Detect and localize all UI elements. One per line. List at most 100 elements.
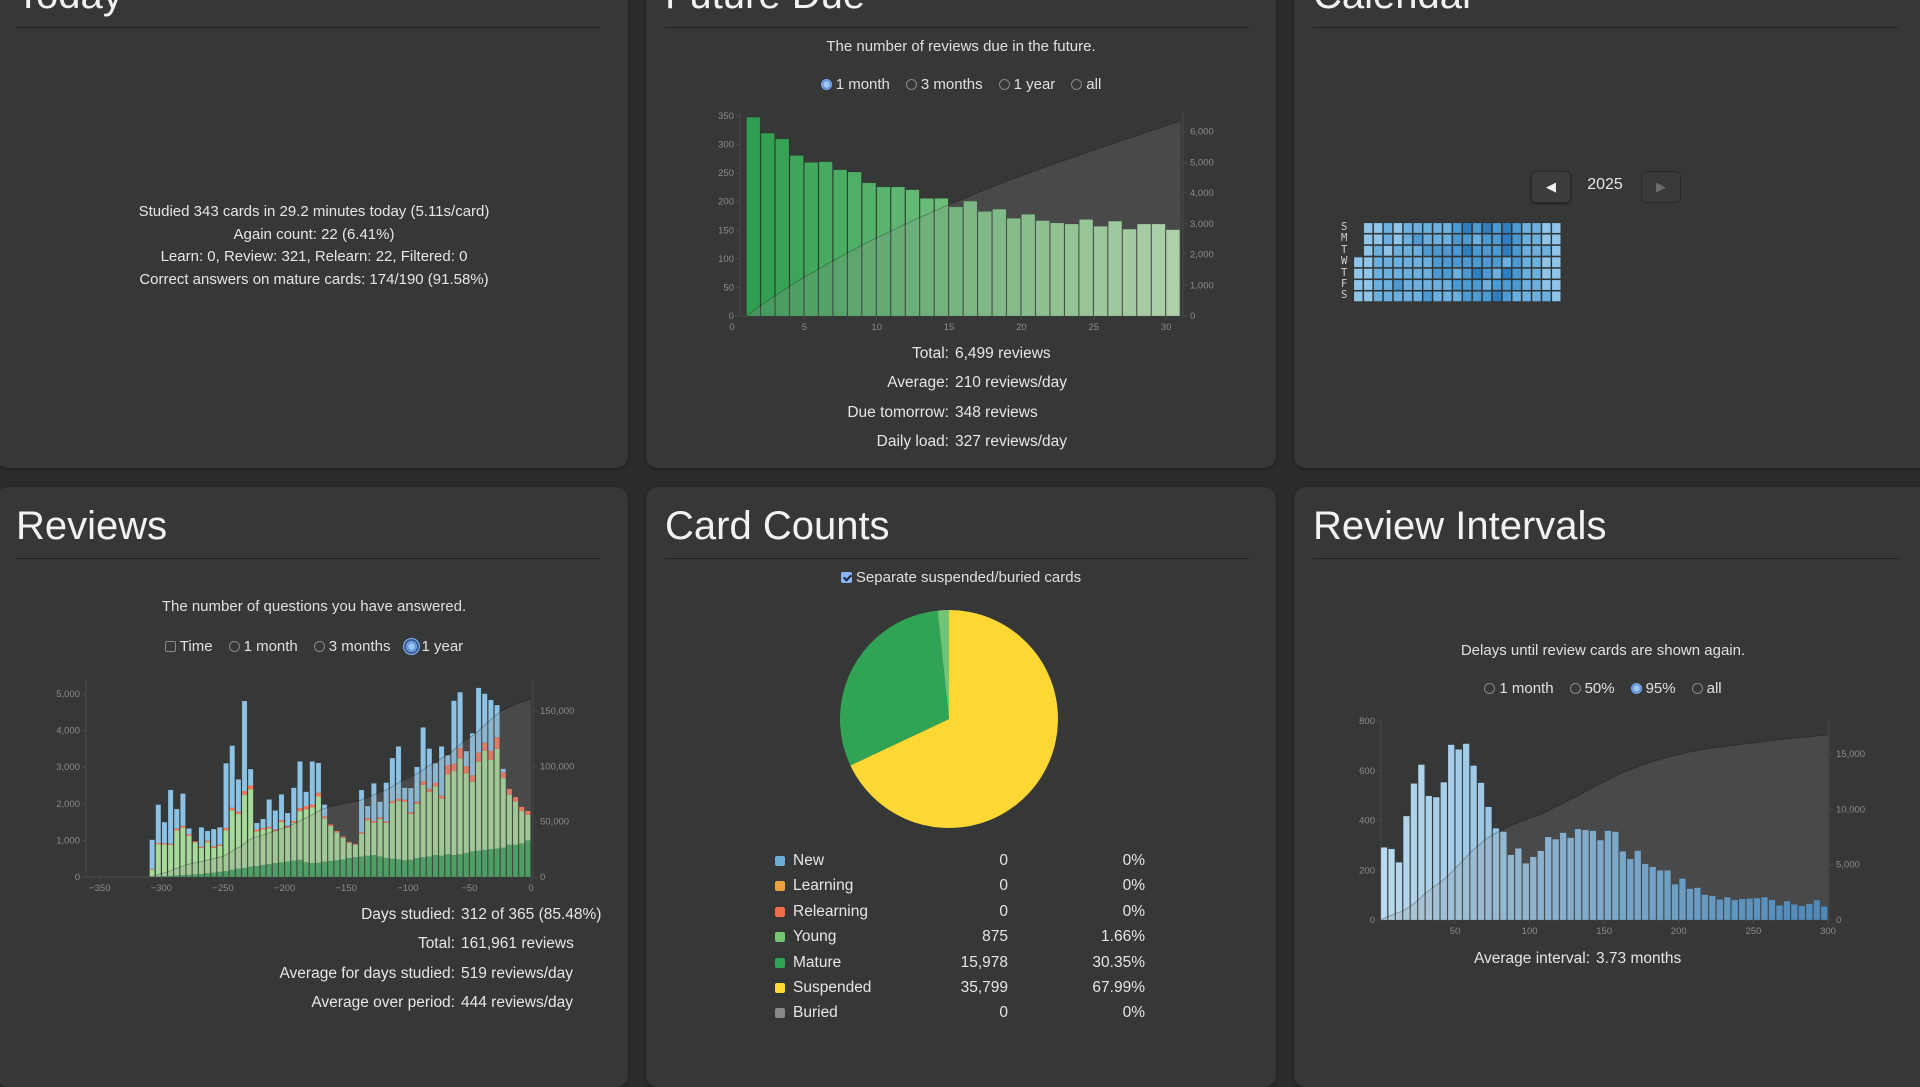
calendar-day-cell bbox=[1552, 269, 1561, 279]
radio-icon[interactable] bbox=[1631, 683, 1642, 694]
radio-all[interactable]: all bbox=[1692, 680, 1722, 697]
card-type-percent: 0% bbox=[1123, 1002, 1145, 1024]
checkbox-label: Time bbox=[180, 638, 213, 655]
bar-segment-learn bbox=[316, 763, 321, 793]
x-tick-label: 100 bbox=[1522, 926, 1538, 937]
bar-segment-learn bbox=[236, 779, 241, 812]
calendar-day-cell bbox=[1552, 280, 1561, 290]
card-type-name: Buried bbox=[793, 1002, 838, 1024]
radio-1-month[interactable]: 1 month bbox=[1484, 680, 1553, 697]
radio-50-percent[interactable]: 50% bbox=[1570, 680, 1615, 697]
card-type-count: 0 bbox=[999, 875, 1008, 897]
bar-segment-young bbox=[162, 844, 167, 876]
today-summary: Studied 343 cards in 29.2 minutes today … bbox=[0, 201, 628, 291]
separate-suspended-option: Separate suspended/buried cards bbox=[646, 569, 1276, 586]
radio-icon[interactable] bbox=[821, 79, 832, 90]
calendar-day-cell bbox=[1473, 257, 1482, 267]
calendar-day-cell bbox=[1532, 246, 1541, 256]
x-tick-label: −350 bbox=[89, 883, 110, 894]
radio-icon[interactable] bbox=[314, 641, 325, 652]
radio-icon[interactable] bbox=[1692, 683, 1703, 694]
calendar-day-cell bbox=[1423, 280, 1432, 290]
y2-tick-label: 1,000 bbox=[1190, 280, 1214, 291]
calendar-day-cell bbox=[1512, 246, 1521, 256]
card-type-count: 15,978 bbox=[961, 952, 1008, 974]
radio-1-month[interactable]: 1 month bbox=[821, 76, 890, 93]
y2-tick-label: 50,000 bbox=[540, 817, 569, 828]
calendar-year: 2025 bbox=[1575, 176, 1635, 194]
calendar-day-cell bbox=[1413, 246, 1422, 256]
radio-3-months[interactable]: 3 months bbox=[906, 76, 983, 93]
calendar-day-cell bbox=[1483, 246, 1492, 256]
radio-icon[interactable] bbox=[1484, 683, 1495, 694]
radio-icon[interactable] bbox=[1071, 79, 1082, 90]
calendar-day-cell bbox=[1453, 291, 1462, 301]
calendar-day-cell bbox=[1483, 234, 1492, 244]
bar-segment-learn bbox=[186, 828, 191, 834]
time-checkbox[interactable]: Time bbox=[165, 638, 213, 655]
next-year-button[interactable]: ▶ bbox=[1641, 171, 1681, 203]
card-type-count: 35,799 bbox=[961, 977, 1008, 999]
divider bbox=[16, 558, 600, 559]
radio-all[interactable]: all bbox=[1071, 76, 1101, 93]
separate-suspended-checkbox[interactable]: Separate suspended/buried cards bbox=[841, 569, 1081, 586]
card-type-percent: 0% bbox=[1123, 901, 1145, 923]
calendar-day-cell bbox=[1503, 269, 1512, 279]
radio-1-year[interactable]: 1 year bbox=[406, 638, 463, 655]
calendar-day-cell bbox=[1503, 246, 1512, 256]
stat-value: 519 reviews/day bbox=[461, 965, 573, 983]
bar-segment-learn bbox=[273, 810, 278, 829]
card-type-name: Mature bbox=[793, 952, 841, 974]
card-counts-panel: Card Counts Separate suspended/buried ca… bbox=[646, 487, 1276, 1087]
x-tick-label: 150 bbox=[1596, 926, 1612, 937]
radio-icon[interactable] bbox=[999, 79, 1010, 90]
calendar-day-cell bbox=[1503, 291, 1512, 301]
bar-segment-relearn bbox=[291, 821, 296, 823]
y2-tick-label: 150,000 bbox=[540, 706, 574, 717]
previous-year-button[interactable]: ◀ bbox=[1531, 171, 1571, 203]
day-label: S bbox=[1341, 290, 1347, 301]
radio-1-month[interactable]: 1 month bbox=[229, 638, 298, 655]
calendar-day-cell bbox=[1354, 257, 1363, 267]
radio-icon[interactable] bbox=[406, 641, 417, 652]
radio-icon[interactable] bbox=[1570, 683, 1581, 694]
bar-segment-relearn bbox=[230, 808, 235, 811]
card-type-count: 0 bbox=[999, 1002, 1008, 1024]
future-due-panel: Future Due The number of reviews due in … bbox=[646, 0, 1276, 468]
y2-tick-label: 0 bbox=[1190, 311, 1195, 322]
checkbox-icon[interactable] bbox=[841, 572, 852, 583]
radio-icon[interactable] bbox=[229, 641, 240, 652]
calendar-day-cell bbox=[1374, 246, 1383, 256]
y2-tick-label: 15,000 bbox=[1836, 749, 1865, 760]
calendar-day-cell bbox=[1493, 280, 1502, 290]
x-tick-label: 0 bbox=[729, 322, 734, 333]
calendar-day-cell bbox=[1532, 269, 1541, 279]
radio-3-months[interactable]: 3 months bbox=[314, 638, 391, 655]
card-type-percent: 30.35% bbox=[1092, 952, 1145, 974]
bar-segment-relearn bbox=[205, 841, 210, 842]
bar-segment-learn bbox=[310, 761, 315, 804]
stat-value: 348 reviews bbox=[955, 404, 1038, 422]
bar-segment-learn bbox=[211, 829, 216, 846]
y2-tick-label: 6,000 bbox=[1190, 127, 1214, 138]
radio-1-year[interactable]: 1 year bbox=[999, 76, 1056, 93]
calendar-day-cell bbox=[1413, 280, 1422, 290]
bar-segment-learn bbox=[168, 790, 173, 844]
calendar-day-cell bbox=[1463, 280, 1472, 290]
legend-swatch bbox=[775, 907, 785, 917]
bar bbox=[1388, 849, 1395, 920]
y-tick-label: 200 bbox=[718, 197, 734, 208]
calendar-day-cell bbox=[1384, 257, 1393, 267]
card-type-name: Relearning bbox=[793, 901, 868, 923]
bar-segment-relearn bbox=[248, 786, 253, 790]
card-type-name: Learning bbox=[793, 875, 853, 897]
calendar-day-cell bbox=[1463, 234, 1472, 244]
radio-icon[interactable] bbox=[906, 79, 917, 90]
calendar-day-cell bbox=[1394, 246, 1403, 256]
radio-95-percent[interactable]: 95% bbox=[1631, 680, 1676, 697]
calendar-day-cell bbox=[1384, 234, 1393, 244]
checkbox-icon[interactable] bbox=[165, 641, 176, 652]
calendar-day-cell bbox=[1404, 234, 1413, 244]
bar-segment-relearn bbox=[267, 827, 272, 828]
bar bbox=[1411, 783, 1418, 920]
